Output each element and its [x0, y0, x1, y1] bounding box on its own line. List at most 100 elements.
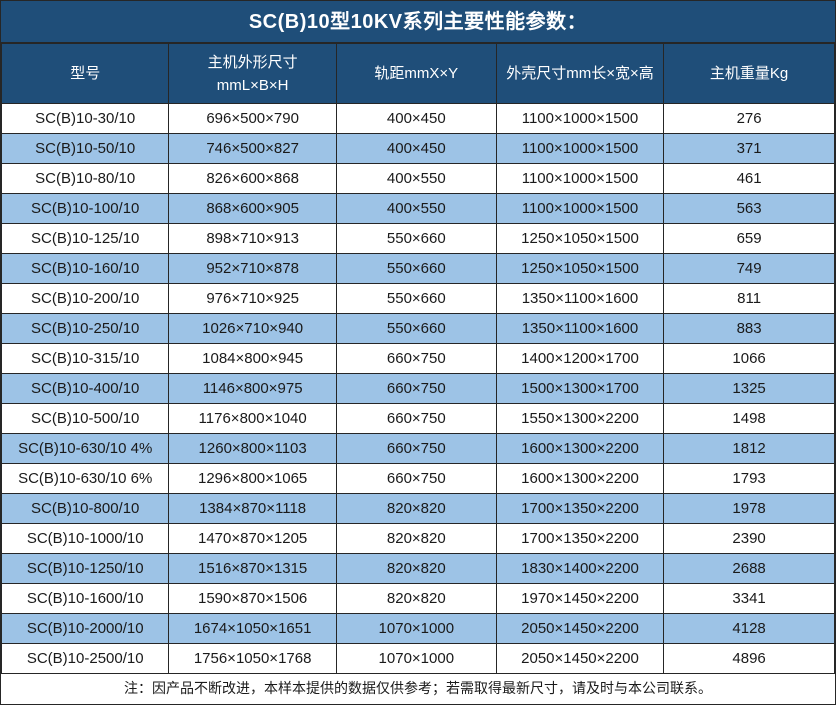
table-cell: 1550×1300×2200 — [495, 403, 665, 434]
table-cell: 1830×1400×2200 — [495, 553, 665, 584]
table-cell: 1350×1100×1600 — [495, 313, 665, 344]
table-row: SC(B)10-50/10 746×500×827 400×450 1100×1000… — [1, 133, 835, 164]
table-row: SC(B)10-400/10 1146×800×975 660×750 1500×13… — [1, 373, 835, 404]
table-cell: 1590×870×1506 — [168, 583, 337, 614]
table-cell: 400×450 — [335, 133, 497, 164]
table-cell: 1978 — [663, 493, 835, 524]
table-cell: 1260×800×1103 — [168, 433, 337, 464]
table-cell: SC(B)10-400/10 — [1, 373, 170, 404]
page-title: SC(B)10型10KV系列主要性能参数： — [1, 1, 835, 43]
table-cell: 1026×710×940 — [168, 313, 337, 344]
table-cell: 371 — [663, 133, 835, 164]
spec-table: 型号 主机外形尺寸 mmL×B×H 轨距mmX×Y 外壳尺寸mm长×宽×高 主机… — [1, 43, 835, 674]
table-cell: 1100×1000×1500 — [495, 163, 665, 194]
table-cell: 1250×1050×1500 — [495, 223, 665, 254]
column-header-weight: 主机重量Kg — [663, 43, 835, 104]
table-cell: 660×750 — [335, 373, 497, 404]
table-row: SC(B)10-315/10 1084×800×945 660×750 1400×12… — [1, 343, 835, 374]
table-cell: SC(B)10-500/10 — [1, 403, 170, 434]
table-cell: 826×600×868 — [168, 163, 337, 194]
table-cell: 976×710×925 — [168, 283, 337, 314]
table-cell: SC(B)10-2500/10 — [1, 643, 170, 674]
table-cell: 550×660 — [335, 313, 497, 344]
table-cell: 550×660 — [335, 253, 497, 284]
table-row: SC(B)10-630/10 4% 1260×800×1103 660×750 160… — [1, 433, 835, 464]
table-row: SC(B)10-200/10 976×710×925 550×660 1350×110… — [1, 283, 835, 314]
table-cell: 276 — [663, 103, 835, 134]
table-cell: 820×820 — [335, 523, 497, 554]
table-cell: 1100×1000×1500 — [495, 133, 665, 164]
table-cell: 811 — [663, 283, 835, 314]
column-header-enclosure-dimensions: 外壳尺寸mm长×宽×高 — [495, 43, 665, 104]
table-cell: 1070×1000 — [335, 643, 497, 674]
table-cell: 1350×1100×1600 — [495, 283, 665, 314]
table-cell: SC(B)10-800/10 — [1, 493, 170, 524]
table-row: SC(B)10-630/10 6% 1296×800×1065 660×750 160… — [1, 463, 835, 494]
table-cell: 1296×800×1065 — [168, 463, 337, 494]
table-cell: SC(B)10-2000/10 — [1, 613, 170, 644]
column-header-model: 型号 — [1, 43, 170, 104]
column-header-rail-gauge: 轨距mmX×Y — [335, 43, 497, 104]
table-cell: 1176×800×1040 — [168, 403, 337, 434]
table-cell: SC(B)10-160/10 — [1, 253, 170, 284]
table-cell: 659 — [663, 223, 835, 254]
table-cell: SC(B)10-125/10 — [1, 223, 170, 254]
table-cell: 749 — [663, 253, 835, 284]
table-cell: 883 — [663, 313, 835, 344]
table-cell: SC(B)10-1600/10 — [1, 583, 170, 614]
table-row: SC(B)10-250/10 1026×710×940 550×660 1350×11… — [1, 313, 835, 344]
table-cell: 1100×1000×1500 — [495, 103, 665, 134]
header-row: 型号 主机外形尺寸 mmL×B×H 轨距mmX×Y 外壳尺寸mm长×宽×高 主机… — [1, 43, 835, 104]
table-cell: SC(B)10-1250/10 — [1, 553, 170, 584]
table-cell: SC(B)10-80/10 — [1, 163, 170, 194]
table-row: SC(B)10-500/10 1176×800×1040 660×750 1550×1… — [1, 403, 835, 434]
table-cell: 746×500×827 — [168, 133, 337, 164]
table-cell: SC(B)10-630/10 6% — [1, 463, 170, 494]
table-cell: 1756×1050×1768 — [168, 643, 337, 674]
table-cell: 1674×1050×1651 — [168, 613, 337, 644]
table-cell: 400×450 — [335, 103, 497, 134]
table-cell: 1970×1450×2200 — [495, 583, 665, 614]
table-cell: 550×660 — [335, 223, 497, 254]
table-row: SC(B)10-800/10 1384×870×1118 820×820 1700×1… — [1, 493, 835, 524]
table-cell: 1516×870×1315 — [168, 553, 337, 584]
table-cell: 660×750 — [335, 433, 497, 464]
table-cell: SC(B)10-1000/10 — [1, 523, 170, 554]
table-row: SC(B)10-80/10 826×600×868 400×550 1100×1000… — [1, 163, 835, 194]
table-cell: 820×820 — [335, 553, 497, 584]
table-cell: 1600×1300×2200 — [495, 463, 665, 494]
table-cell: SC(B)10-250/10 — [1, 313, 170, 344]
table-row: SC(B)10-30/10 696×500×790 400×450 1100×1000… — [1, 103, 835, 134]
table-cell: 868×600×905 — [168, 193, 337, 224]
table-cell: 1250×1050×1500 — [495, 253, 665, 284]
table-row: SC(B)10-160/10 952×710×878 550×660 1250×105… — [1, 253, 835, 284]
table-cell: 1100×1000×1500 — [495, 193, 665, 224]
table-row: SC(B)10-1600/10 1590×870×1506 820×820 1970×… — [1, 583, 835, 614]
table-cell: 1066 — [663, 343, 835, 374]
table-row: SC(B)10-2000/10 1674×1050×1651 1070×1000 20… — [1, 613, 835, 644]
table-cell: 1700×1350×2200 — [495, 523, 665, 554]
table-cell: 1325 — [663, 373, 835, 404]
table-cell: 550×660 — [335, 283, 497, 314]
table-cell: 1384×870×1118 — [168, 493, 337, 524]
table-cell: 400×550 — [335, 193, 497, 224]
footnote: 注：因产品不断改进，本样本提供的数据仅供参考；若需取得最新尺寸，请及时与本公司联… — [1, 674, 835, 704]
table-cell: 2050×1450×2200 — [495, 643, 665, 674]
table-cell: 696×500×790 — [168, 103, 337, 134]
table-cell: 660×750 — [335, 343, 497, 374]
table-cell: SC(B)10-315/10 — [1, 343, 170, 374]
table-cell: 660×750 — [335, 463, 497, 494]
table-row: SC(B)10-2500/10 1756×1050×1768 1070×1000 20… — [1, 643, 835, 674]
table-cell: 1470×870×1205 — [168, 523, 337, 554]
table-cell: 2688 — [663, 553, 835, 584]
table-cell: 898×710×913 — [168, 223, 337, 254]
table-cell: 820×820 — [335, 493, 497, 524]
table-cell: 1600×1300×2200 — [495, 433, 665, 464]
table-row: SC(B)10-1250/10 1516×870×1315 820×820 1830×… — [1, 553, 835, 584]
table-cell: 1500×1300×1700 — [495, 373, 665, 404]
table-cell: 1400×1200×1700 — [495, 343, 665, 374]
table-cell: 400×550 — [335, 163, 497, 194]
table-cell: 4896 — [663, 643, 835, 674]
table-cell: 461 — [663, 163, 835, 194]
